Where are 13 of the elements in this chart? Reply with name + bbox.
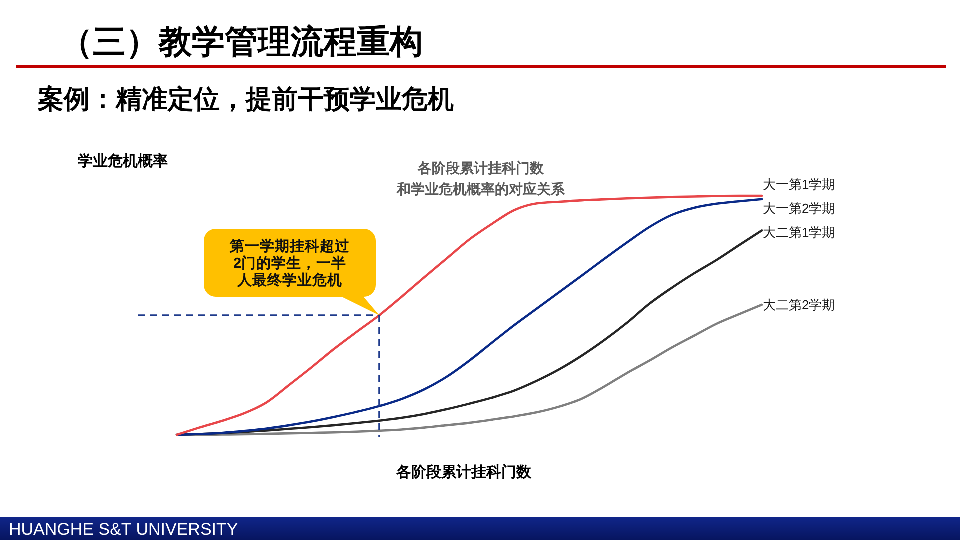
footer: HUANGHE S&T UNIVERSITY	[0, 517, 960, 540]
chart-title: 各阶段累计挂科门数	[417, 160, 545, 176]
annotation: 第一学期挂科超过2门的学生，一半人最终学业危机	[229, 238, 351, 289]
callout: 第一学期挂科超过2门的学生，一半人最终学业危机	[204, 229, 380, 316]
series-label: 大一第2学期	[763, 201, 836, 216]
y-axis-title: 学业危机概率	[78, 152, 168, 170]
series-label: 大二第2学期	[763, 297, 836, 312]
text: （三）教学管理流程重构	[60, 23, 423, 60]
chart-subtitle: 和学业危机概率的对应关系	[396, 181, 566, 197]
text: 案例：精准定位，提前干预学业危机	[37, 84, 454, 114]
series-label: 大二第1学期	[763, 225, 836, 240]
x-axis-title: 各阶段累计挂科门数	[396, 463, 532, 481]
series-label: 大一第1学期	[763, 177, 836, 192]
